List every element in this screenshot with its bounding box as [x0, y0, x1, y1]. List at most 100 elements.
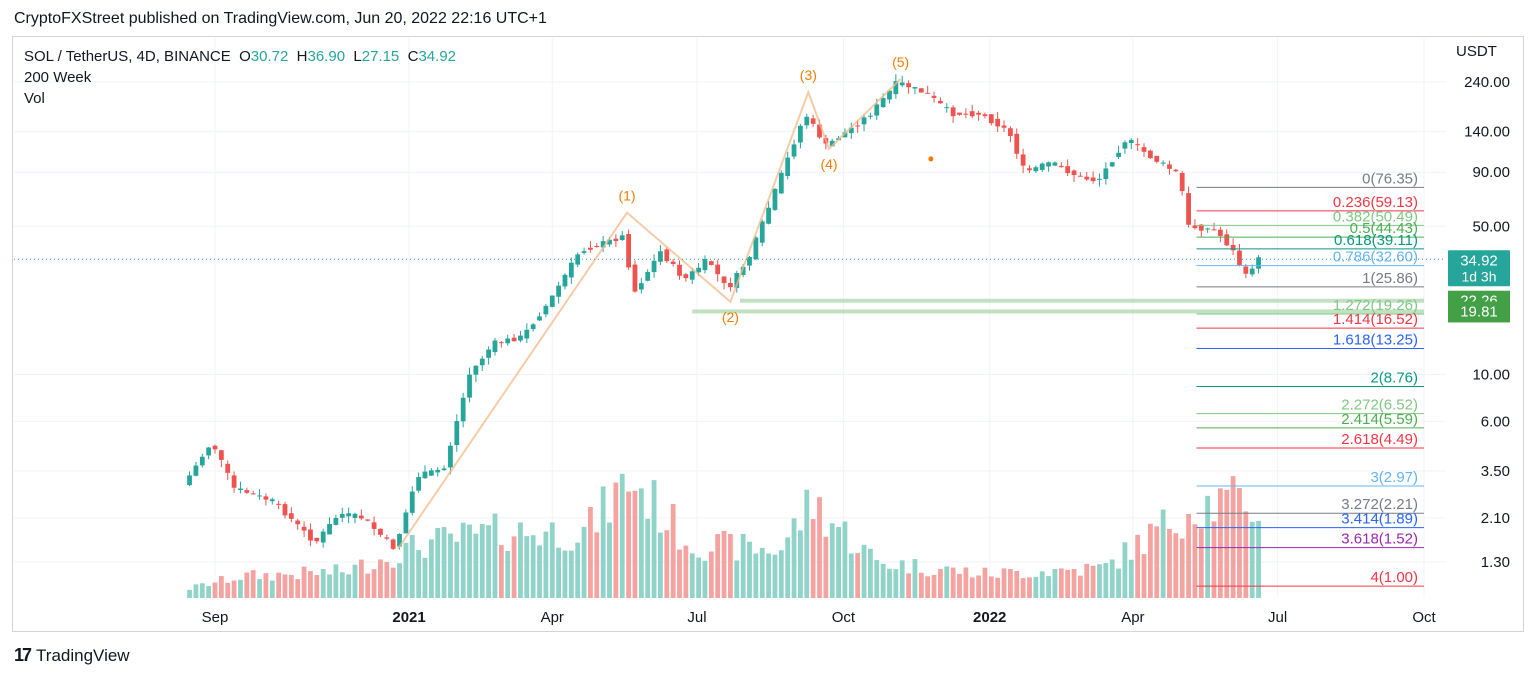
volume-bar	[734, 560, 740, 598]
volume-bar	[530, 535, 536, 598]
price-tag	[1448, 301, 1510, 323]
volume-bar	[702, 560, 708, 598]
candle-body	[938, 100, 943, 104]
candle-body	[1186, 193, 1191, 225]
candle-body	[384, 537, 390, 539]
fib-level-label: 1.414(16.52)	[1333, 311, 1418, 328]
y-tick-label: 2.10	[1481, 510, 1510, 527]
volume-bar	[772, 554, 778, 598]
candle-body	[664, 249, 670, 262]
volume-bar	[193, 584, 199, 598]
candle-body	[734, 272, 740, 288]
volume-bar	[607, 522, 612, 598]
candle-body	[632, 264, 638, 292]
indicator-200-week[interactable]: 200 Week	[24, 69, 92, 86]
volume-bar	[791, 518, 797, 598]
candle-body	[333, 517, 339, 525]
candle-body	[619, 235, 625, 240]
candle-body	[804, 116, 810, 126]
candle-body	[1109, 162, 1115, 167]
volume-bar	[1090, 565, 1096, 598]
volume-bar	[658, 532, 663, 598]
candle-body	[346, 513, 352, 517]
candle-body	[1058, 165, 1064, 168]
candle-body	[638, 283, 644, 290]
candle-body	[416, 477, 422, 491]
indicator-volume[interactable]: Vol	[24, 90, 45, 107]
tradingview-footer[interactable]: 17 TradingView	[14, 645, 130, 666]
volume-bar	[1008, 568, 1013, 598]
candle-body	[537, 316, 542, 321]
volume-bar	[740, 533, 746, 598]
candle-body	[505, 338, 511, 344]
volume-bar	[829, 523, 835, 598]
candle-body	[320, 531, 326, 543]
volume-bar	[938, 569, 943, 598]
tradingview-brand: TradingView	[36, 645, 130, 665]
symbol-label[interactable]: SOL / TetherUS, 4D, BINANCE	[24, 48, 231, 65]
volume-bar	[715, 534, 721, 598]
open-label: O	[239, 48, 251, 65]
fib-level-label: 2.272(6.52)	[1341, 397, 1418, 414]
candle-body	[231, 475, 237, 488]
volume-bar	[1224, 489, 1230, 598]
volume-bar	[887, 568, 892, 598]
volume-bar	[823, 536, 829, 598]
candle-body	[1217, 229, 1223, 236]
volume-bar	[836, 527, 841, 598]
fib-level-label: 1.618(13.25)	[1333, 331, 1418, 348]
volume-bar	[594, 532, 600, 598]
volume-bar	[619, 473, 625, 598]
volume-bar	[568, 550, 574, 598]
candle-body	[1001, 125, 1007, 128]
volume-bar	[931, 575, 937, 598]
volume-bar	[899, 560, 905, 598]
volume-bar	[950, 567, 956, 598]
volume-bar	[588, 507, 593, 598]
legend-ohlc-row: SOL / TetherUS, 4D, BINANCE O30.72 H36.9…	[24, 46, 456, 67]
candle-body	[339, 513, 345, 518]
candle-body	[594, 245, 600, 248]
candle-body	[848, 127, 854, 134]
fib-level-label: 2(8.76)	[1370, 370, 1418, 387]
candle-body	[1097, 178, 1102, 180]
elliott-wave-path	[397, 78, 902, 550]
volume-bar	[409, 535, 415, 598]
volume-bar	[365, 573, 371, 598]
volume-bar	[912, 559, 918, 598]
fib-level-label: 0(76.35)	[1362, 170, 1418, 187]
candle-body	[556, 285, 561, 297]
y-tick-label: 6.00	[1481, 413, 1510, 430]
volume-bar	[683, 545, 689, 598]
volume-bar	[817, 497, 822, 598]
candle-body	[1198, 224, 1204, 231]
candle-body	[1154, 155, 1160, 162]
candle-body	[1116, 152, 1121, 157]
candle-body	[365, 519, 371, 521]
volume-bar	[918, 572, 924, 598]
candle-body	[327, 524, 332, 535]
fib-level-label: 1.272(19.26)	[1333, 297, 1418, 314]
candle-body	[1173, 169, 1179, 172]
volume-bar	[212, 582, 218, 598]
candle-body	[1192, 225, 1198, 229]
candle-body	[1014, 133, 1020, 154]
volume-bar	[957, 573, 962, 598]
volume-bar	[1230, 476, 1236, 598]
candle-body	[696, 267, 701, 273]
marker-dot	[928, 156, 934, 162]
candle-body	[1167, 164, 1172, 169]
candle-body	[1046, 162, 1051, 167]
volume-bar	[397, 563, 402, 598]
elliott-wave-label: (5)	[892, 54, 909, 70]
elliott-wave-label: (4)	[820, 156, 837, 172]
volume-bar	[1103, 563, 1109, 598]
candle-body	[944, 107, 950, 109]
volume-bar	[441, 527, 447, 598]
volume-bar	[810, 519, 816, 598]
volume-bar	[1033, 576, 1039, 598]
candle-body	[269, 499, 275, 502]
volume-bar	[747, 541, 752, 598]
candle-body	[473, 365, 479, 375]
